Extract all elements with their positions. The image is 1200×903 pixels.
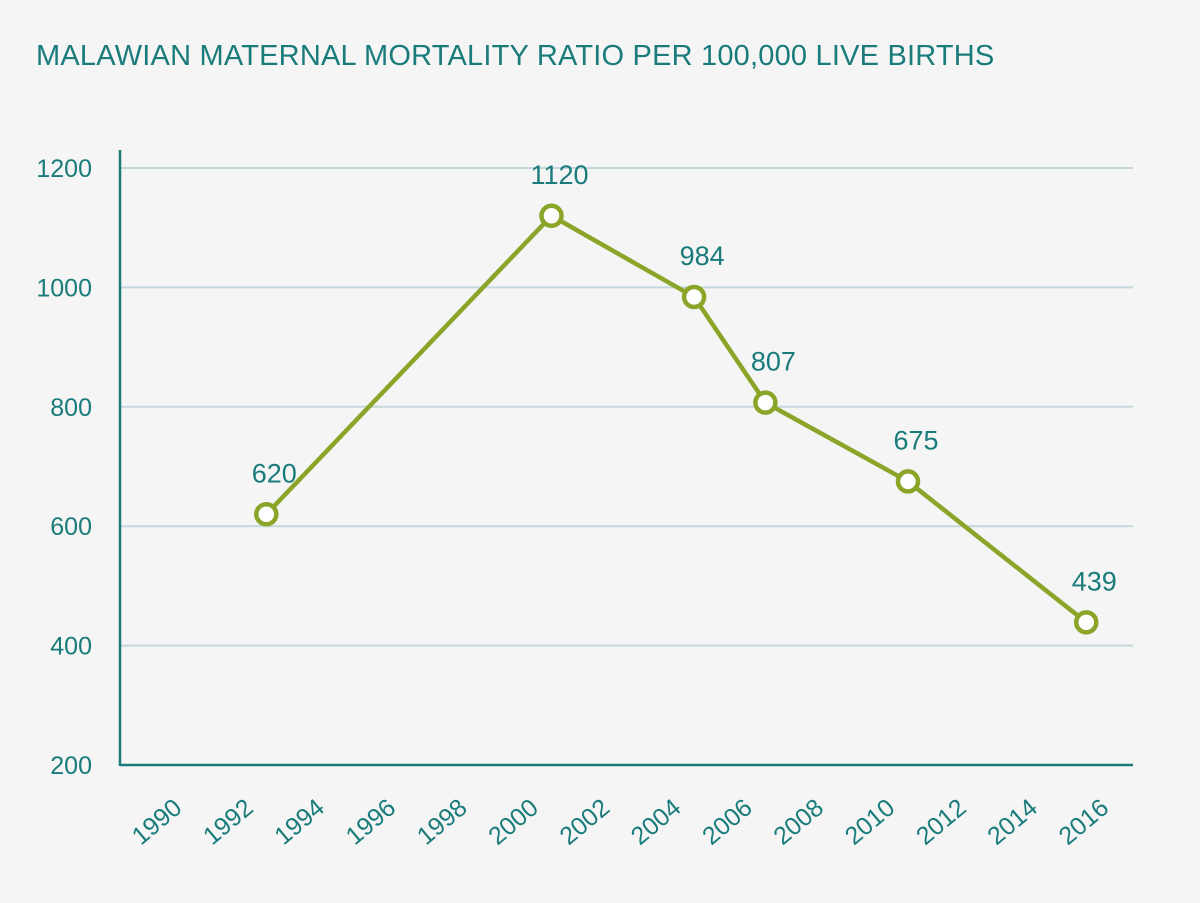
y-tick-400: 400 xyxy=(50,633,92,661)
x-tick-1994: 1994 xyxy=(269,793,330,850)
data-label-1992: 620 xyxy=(252,458,297,488)
y-tick-800: 800 xyxy=(50,394,92,422)
point-2015 xyxy=(1074,610,1099,635)
y-tick-600: 600 xyxy=(50,513,92,541)
x-tick-1996: 1996 xyxy=(341,793,402,850)
x-tick-2006: 2006 xyxy=(697,793,758,850)
point-1992 xyxy=(254,502,279,527)
data-label-2004: 984 xyxy=(680,241,725,271)
x-tick-2002: 2002 xyxy=(554,793,615,850)
data-label-2000: 1120 xyxy=(530,160,588,190)
x-tick-2004: 2004 xyxy=(626,793,687,850)
data-label-2010: 675 xyxy=(893,425,938,455)
point-2006 xyxy=(753,390,778,415)
y-tick-1000: 1000 xyxy=(36,274,92,302)
gridlines xyxy=(120,167,1133,647)
x-tick-2008: 2008 xyxy=(768,793,829,850)
x-tick-2012: 2012 xyxy=(911,793,972,850)
y-axis-ticks: 200 400 600 800 1000 1200 xyxy=(36,155,92,780)
x-tick-1998: 1998 xyxy=(412,793,473,850)
data-labels: 620 1120 984 807 675 439 xyxy=(252,160,1117,597)
point-2010 xyxy=(895,469,921,494)
chart-title: MALAWIAN MATERNAL MORTALITY RATIO PER 10… xyxy=(36,40,995,72)
x-tick-2014: 2014 xyxy=(982,793,1043,850)
series-0-line xyxy=(264,213,1088,625)
x-tick-2000: 2000 xyxy=(483,793,544,850)
axes xyxy=(118,150,1133,767)
y-tick-200: 200 xyxy=(50,752,92,780)
y-tick-1200: 1200 xyxy=(36,155,92,183)
data-label-2006: 807 xyxy=(751,347,796,377)
x-tick-1990: 1990 xyxy=(127,793,188,850)
point-2000 xyxy=(539,203,564,229)
x-tick-2016: 2016 xyxy=(1054,793,1115,850)
x-axis-ticks: 1990 1992 1994 1996 1998 2000 2002 2004 2006 2008… xyxy=(127,793,1115,850)
point-2004 xyxy=(681,284,707,310)
series-line xyxy=(254,203,1099,635)
data-label-2015: 439 xyxy=(1072,566,1117,596)
x-tick-2010: 2010 xyxy=(840,793,901,850)
x-tick-1992: 1992 xyxy=(198,793,259,850)
